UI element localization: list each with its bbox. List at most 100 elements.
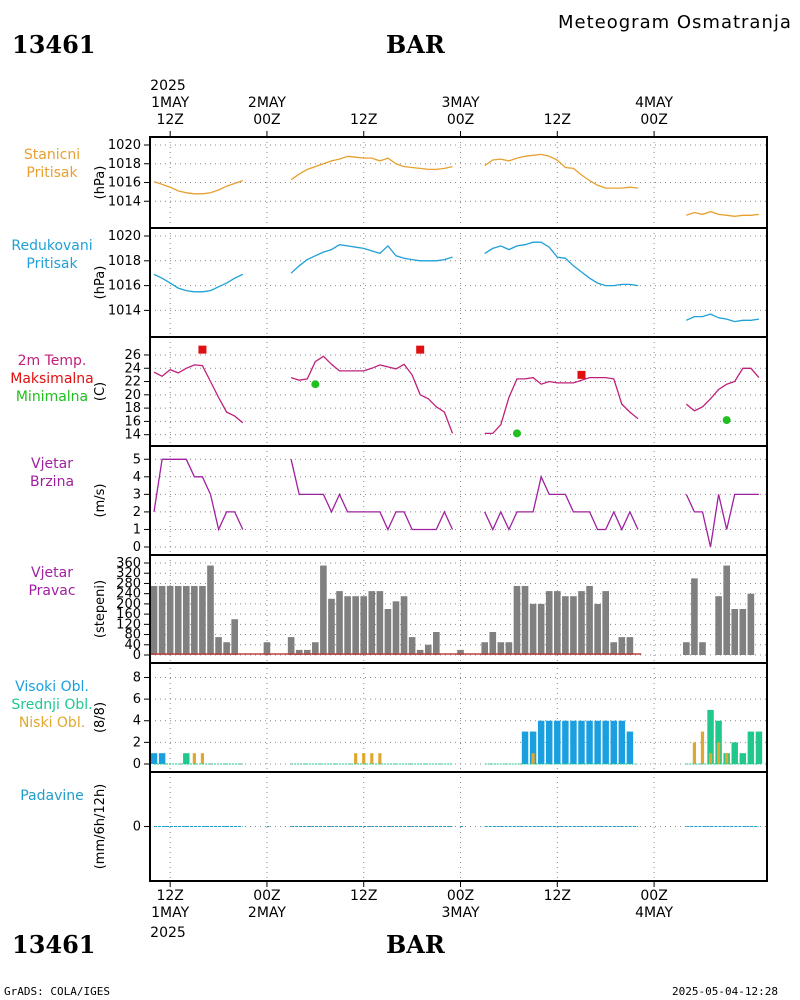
- high-cloud-bar: [594, 720, 601, 764]
- wind-dir-bar: [336, 591, 343, 655]
- mid-cloud-bar: [715, 720, 722, 764]
- bottom-year-label: 2025: [150, 925, 186, 941]
- series-line-0: [484, 153, 639, 189]
- panel-frame-3: [149, 445, 768, 556]
- y-tick-label: 8: [133, 670, 141, 685]
- panel-label-0-1: Pritisak: [26, 165, 78, 181]
- y-tick-label: 24: [124, 361, 141, 376]
- low-cloud-bar: [362, 753, 366, 764]
- wind-dir-bar: [223, 642, 230, 655]
- y-tick-label: 1018: [108, 254, 141, 269]
- wind-dir-bar: [594, 603, 601, 655]
- time-tick-bottom-5: 00Z 4MAY: [635, 888, 674, 921]
- series-line-1: [290, 244, 453, 274]
- panel-label-5-1: Srednji Obl.: [11, 697, 92, 713]
- wind-dir-bar: [545, 591, 553, 655]
- high-cloud-bar: [586, 720, 593, 764]
- series-line-3: [484, 474, 639, 532]
- y-tick-label: 160: [116, 607, 141, 622]
- time-tick-bottom-0: 12Z 1MAY: [151, 888, 190, 921]
- wind-dir-bar: [368, 591, 376, 655]
- high-cloud-bar: [554, 720, 561, 764]
- y-tick-label: 26: [124, 348, 141, 363]
- wind-dir-bar: [360, 596, 368, 655]
- time-tick-top-5: 4MAY 00Z: [635, 95, 674, 128]
- series-line-1: [153, 273, 244, 293]
- low-cloud-bar: [378, 753, 382, 764]
- time-tick-top-2: 12Z: [350, 112, 378, 128]
- tmax-marker: [416, 345, 425, 354]
- y-tick-label: 360: [116, 556, 141, 571]
- series-line-2: [153, 364, 244, 424]
- wind-dir-bar: [287, 637, 295, 655]
- panel-frame-1: [149, 227, 768, 338]
- low-cloud-bar: [200, 753, 205, 764]
- wind-dir-bar: [392, 601, 400, 655]
- wind-dir-bar: [505, 642, 513, 655]
- low-cloud-bar: [725, 753, 729, 764]
- wind-dir-bar: [553, 591, 561, 655]
- panel-label-4-1: Pravac: [28, 583, 75, 599]
- high-cloud-bar: [602, 720, 609, 764]
- wind-dir-bar: [303, 649, 311, 655]
- low-cloud-bar: [531, 753, 535, 764]
- wind-dir-bar: [747, 593, 755, 655]
- mid-cloud-bar: [747, 731, 755, 764]
- wind-dir-bar: [586, 586, 593, 655]
- footer-credit: GrADS: COLA/IGES: [4, 985, 110, 998]
- wind-dir-bar: [562, 596, 569, 655]
- y-tick-label: 1016: [108, 176, 141, 191]
- series-line-2: [484, 376, 639, 435]
- y-tick-label: 320: [116, 566, 141, 581]
- panel-label-4-0: Vjetar: [31, 565, 73, 581]
- panel-frame-5: [149, 662, 768, 773]
- wind-dir-bar: [578, 591, 585, 655]
- wind-dir-bar: [457, 649, 464, 655]
- wind-dir-bar: [481, 642, 489, 655]
- y-tick-label: 20: [124, 388, 141, 403]
- series-line-1: [686, 313, 759, 323]
- wind-dir-bar: [537, 603, 545, 655]
- high-cloud-bar: [610, 720, 617, 764]
- y-tick-label: 22: [124, 375, 141, 390]
- high-cloud-bar: [578, 720, 585, 764]
- time-tick-bottom-3: 00Z 3MAY: [441, 888, 480, 921]
- y-tick-label: 18: [124, 401, 141, 416]
- panel-label-1-1: Pritisak: [26, 256, 78, 272]
- panel-label-5-2: Niski Obl.: [19, 715, 85, 731]
- y-axis-label: (hPa): [93, 266, 108, 300]
- y-tick-label: 14: [124, 428, 141, 443]
- y-axis-label: (mm/6h/12h): [93, 784, 108, 870]
- wind-dir-bar: [320, 565, 327, 655]
- y-tick-label: 1014: [108, 303, 141, 318]
- wind-dir-bar: [513, 586, 521, 655]
- y-tick-label: 240: [116, 587, 141, 602]
- y-tick-label: 4: [133, 470, 141, 485]
- mid-cloud-bar: [707, 709, 714, 764]
- low-cloud-bar: [708, 753, 713, 764]
- wind-dir-bar: [191, 586, 198, 655]
- series-line-3: [290, 459, 454, 532]
- low-cloud-bar: [700, 731, 705, 764]
- panel-label-0-0: Stanicni: [24, 147, 80, 163]
- y-tick-label: 4: [133, 714, 141, 729]
- y-tick-label: 200: [116, 597, 141, 612]
- high-cloud-bar: [158, 753, 166, 764]
- wind-dir-bar: [376, 591, 384, 655]
- time-tick-bottom-1: 00Z 2MAY: [247, 888, 286, 921]
- wind-dir-bar: [699, 642, 706, 655]
- panel-frame-6: [149, 771, 768, 882]
- wind-dir-bar: [231, 619, 238, 655]
- y-tick-label: 0: [133, 540, 141, 555]
- series-line-0: [686, 210, 759, 217]
- chart-title: Meteogram Osmatranja: [558, 12, 792, 33]
- y-axis-label: (8/8): [93, 702, 108, 733]
- y-tick-label: 6: [133, 692, 141, 707]
- wind-dir-bar: [150, 586, 158, 655]
- y-tick-label: 1018: [108, 157, 141, 172]
- y-tick-label: 1020: [108, 229, 141, 244]
- wind-dir-bar: [497, 642, 505, 655]
- wind-dir-bar: [715, 596, 722, 655]
- wind-dir-bar: [352, 596, 359, 655]
